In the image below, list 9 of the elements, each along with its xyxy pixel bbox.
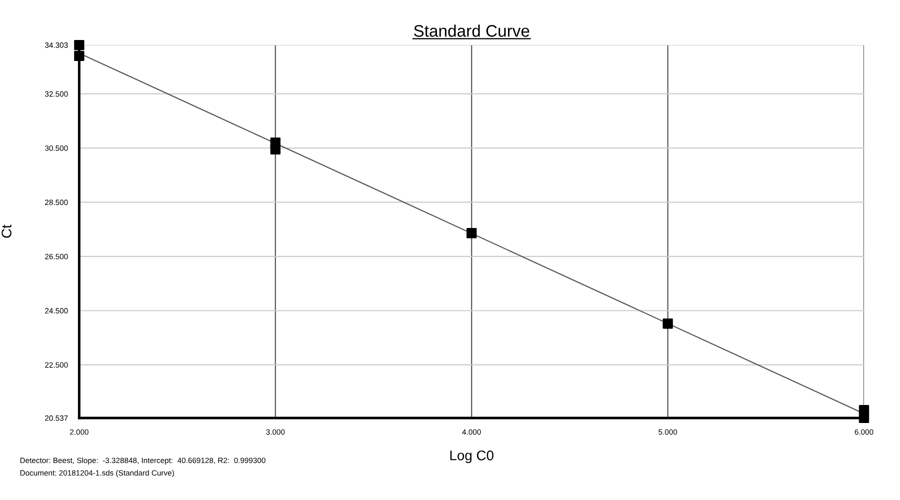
point [662,318,673,329]
point [270,144,280,154]
y-axis-title: Ct [2,224,12,238]
point [74,50,84,62]
point [466,228,477,238]
chart-title: Standard Curve [414,24,530,37]
point [74,40,84,50]
point [858,412,870,424]
x-axis-title: Log C0 [450,450,494,464]
